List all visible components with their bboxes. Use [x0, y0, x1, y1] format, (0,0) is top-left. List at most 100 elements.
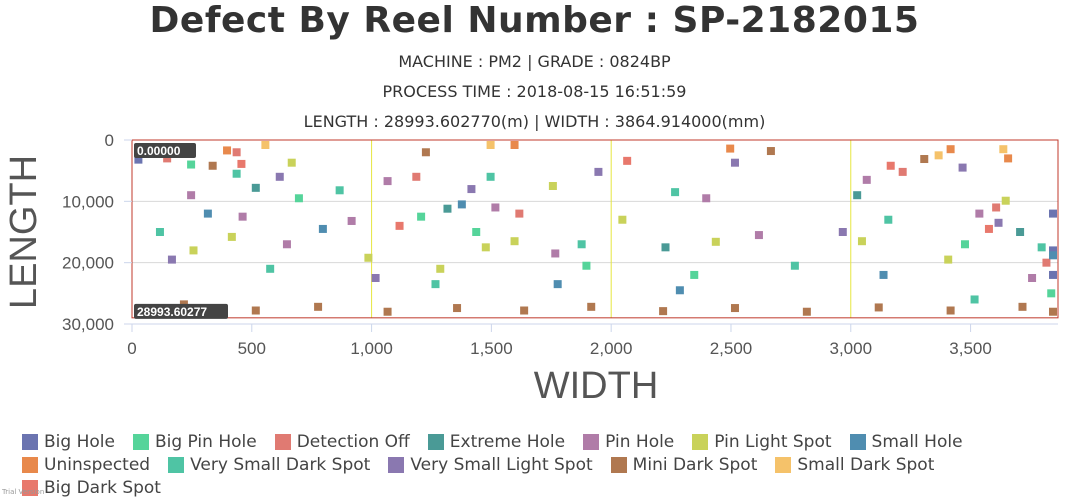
- legend-item[interactable]: Small Dark Spot: [775, 455, 934, 475]
- defect-point-4-1: [238, 212, 247, 221]
- defect-point-4-8: [754, 231, 763, 240]
- defect-point-6-6: [1049, 251, 1057, 260]
- series-3: [251, 183, 1025, 252]
- y-axis-label: LENGTH: [3, 155, 45, 309]
- series-7: [223, 141, 1013, 163]
- chart-legend: Big Hole Big Pin Hole Detection Off Extreme…: [22, 430, 1062, 499]
- x-tick-label-3: 1,500: [470, 339, 513, 358]
- y-annotations: 0.00000 28993.60277: [134, 143, 228, 319]
- defect-point-10-2: [251, 306, 260, 315]
- defect-point-10-9: [730, 304, 739, 313]
- chart-subtitle-machine: MACHINE : PM2 | GRADE : 0824BP: [398, 52, 671, 71]
- defect-point-8-10: [970, 295, 979, 304]
- y-tick-label-3: 30,000: [62, 315, 114, 334]
- defect-point-7-3: [946, 145, 955, 154]
- defect-point-5-6: [510, 237, 519, 246]
- defect-point-3-1: [443, 204, 452, 213]
- defect-point-5-4: [436, 264, 445, 273]
- y-axis: 0 10,000 20,000 30,000: [62, 131, 132, 334]
- grid-lines: [132, 139, 1058, 325]
- y-annotation-1: 28993.60277: [134, 303, 228, 319]
- defect-point-5-5: [481, 243, 490, 252]
- defect-point-5-1: [227, 232, 236, 241]
- defect-point-2-6: [1042, 258, 1051, 267]
- defect-point-0-3: [1049, 270, 1057, 279]
- defect-point-4-10: [975, 209, 984, 218]
- defect-point-1-6: [960, 240, 969, 249]
- series-9: [167, 158, 1003, 282]
- legend-item[interactable]: Big Pin Hole: [132, 432, 257, 452]
- defect-point-9-6: [838, 228, 847, 236]
- legend-row-1: Uninspected Very Small Dark Spot Very Smal…: [22, 453, 1062, 476]
- chart-title: Defect By Reel Number : SP-2182015: [149, 0, 920, 41]
- defect-point-9-7: [958, 163, 967, 172]
- defect-point-12-3: [886, 161, 895, 170]
- legend-label: Pin Hole: [605, 431, 675, 452]
- defect-point-4-5: [491, 203, 500, 212]
- legend-label: Very Small Light Spot: [410, 454, 593, 475]
- defect-point-9-2: [371, 274, 380, 282]
- y-annotation-0: 0.00000: [134, 143, 196, 158]
- x-tick-label-0: 0: [127, 339, 136, 358]
- defect-point-6-4: [675, 286, 684, 295]
- legend-item[interactable]: Very Small Light Spot: [388, 454, 593, 475]
- legend-item[interactable]: Uninspected: [22, 455, 150, 475]
- series-8: [155, 169, 1046, 304]
- series-4: [187, 175, 1037, 282]
- y-annotation-label-1: 28993.60277: [137, 305, 207, 319]
- defect-point-12-2: [623, 156, 632, 165]
- defect-point-8-1: [232, 169, 241, 178]
- defect-point-6-2: [457, 200, 466, 209]
- defect-point-8-9: [884, 215, 893, 224]
- defect-point-10-10: [802, 307, 811, 316]
- defect-point-8-11: [1037, 243, 1046, 252]
- x-tick-label-5: 2,500: [710, 339, 753, 358]
- legend-label: Small Hole: [871, 431, 963, 452]
- legend-item[interactable]: Pin Light Spot: [692, 432, 832, 452]
- x-tick-label-1: 500: [238, 339, 266, 358]
- defect-point-11-1: [486, 141, 495, 149]
- y-annotation-label-0: 0.00000: [137, 144, 181, 158]
- defect-point-2-4: [898, 167, 907, 176]
- defect-point-5-9: [711, 237, 720, 246]
- y-annotation-box-1: [134, 303, 228, 319]
- defect-point-10-3: [314, 302, 323, 311]
- legend-label: Detection Off: [296, 431, 410, 452]
- legend-item[interactable]: Small Hole: [849, 431, 963, 452]
- legend-item[interactable]: Big Hole: [22, 432, 115, 452]
- defect-point-9-8: [994, 218, 1003, 227]
- legend-swatch: [22, 479, 38, 496]
- lane-lines: [371, 140, 852, 318]
- series-11: [261, 141, 1008, 160]
- legend-item[interactable]: Mini Dark Spot: [610, 455, 757, 475]
- legend-label: Small Dark Spot: [797, 454, 935, 475]
- defect-point-10-11: [874, 303, 883, 312]
- defect-point-8-2: [266, 264, 275, 273]
- defect-point-10-16: [421, 148, 430, 157]
- series-1: [187, 160, 1056, 298]
- y-tick-label-0: 0: [105, 131, 114, 150]
- defect-point-11-0: [261, 141, 270, 149]
- legend-item[interactable]: Pin Hole: [583, 432, 674, 452]
- legend-item[interactable]: Big Dark Spot: [22, 478, 161, 498]
- legend-swatch: [22, 433, 38, 450]
- defect-point-3-2: [661, 243, 670, 252]
- defect-point-2-2: [412, 172, 421, 181]
- defect-point-10-17: [766, 147, 775, 156]
- y-tick-label-2: 20,000: [62, 254, 114, 273]
- y-tick-label-1: 10,000: [62, 192, 114, 211]
- legend-swatch: [775, 456, 792, 473]
- x-tick-label-2: 1,000: [350, 339, 393, 358]
- defect-scatter-chart: 0 500 1,000 1,500 2,000 2,500 3,000 3,500 0 10,0…: [3, 131, 1059, 407]
- defect-point-7-0: [223, 146, 232, 155]
- defect-point-5-7: [548, 182, 557, 190]
- legend-item[interactable]: Extreme Hole: [427, 432, 565, 452]
- defect-point-7-2: [726, 144, 735, 153]
- series-6: [203, 200, 1057, 295]
- defect-point-10-14: [1049, 307, 1057, 316]
- chart-subtitle-process-time: PROCESS TIME : 2018-08-15 16:51:59: [382, 82, 687, 101]
- y-annotation-box-0: [134, 143, 196, 158]
- defect-point-2-0: [163, 154, 172, 163]
- legend-item[interactable]: Detection Off: [274, 431, 410, 452]
- legend-item[interactable]: Very Small Dark Spot: [168, 455, 370, 475]
